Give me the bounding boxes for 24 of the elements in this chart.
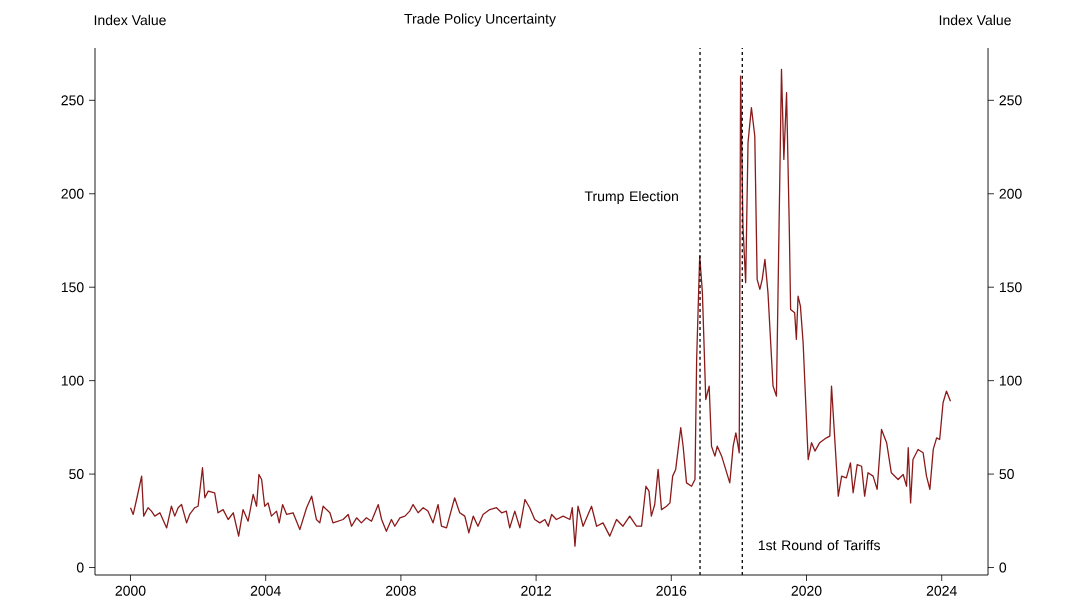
x-tick-label: 2000	[115, 585, 146, 596]
y2-tick-label: 150	[999, 282, 1022, 293]
y-tick-label: 100	[61, 375, 84, 386]
y-tick-label: 250	[61, 95, 84, 106]
x-tick-label: 2012	[521, 585, 551, 596]
y2-tick-label: 50	[999, 469, 1014, 480]
ref-line-label: Trump Election	[584, 190, 678, 205]
x-tick-label: 2004	[250, 585, 281, 596]
y2-tick-label: 250	[999, 95, 1022, 106]
x-tick-label: 2016	[656, 585, 687, 596]
chart-title: Trade Policy Uncertainty	[404, 13, 556, 27]
x-tick-label: 2024	[926, 585, 957, 596]
y-tick-label: 0	[76, 562, 84, 573]
y-tick-label: 200	[61, 188, 84, 199]
y2-tick-label: 100	[999, 375, 1022, 386]
y-tick-label: 150	[61, 282, 84, 293]
y-axis-title: Index Value	[94, 14, 166, 26]
y2-tick-label: 0	[999, 562, 1007, 573]
x-tick-label: 2008	[386, 585, 416, 596]
y2-tick-label: 200	[999, 188, 1022, 199]
y2-axis-title: Index Value	[939, 14, 1011, 26]
ref-line-label: 1st Round of Tariffs	[758, 539, 880, 551]
y-tick-label: 50	[69, 469, 84, 480]
x-tick-label: 2020	[791, 585, 822, 596]
